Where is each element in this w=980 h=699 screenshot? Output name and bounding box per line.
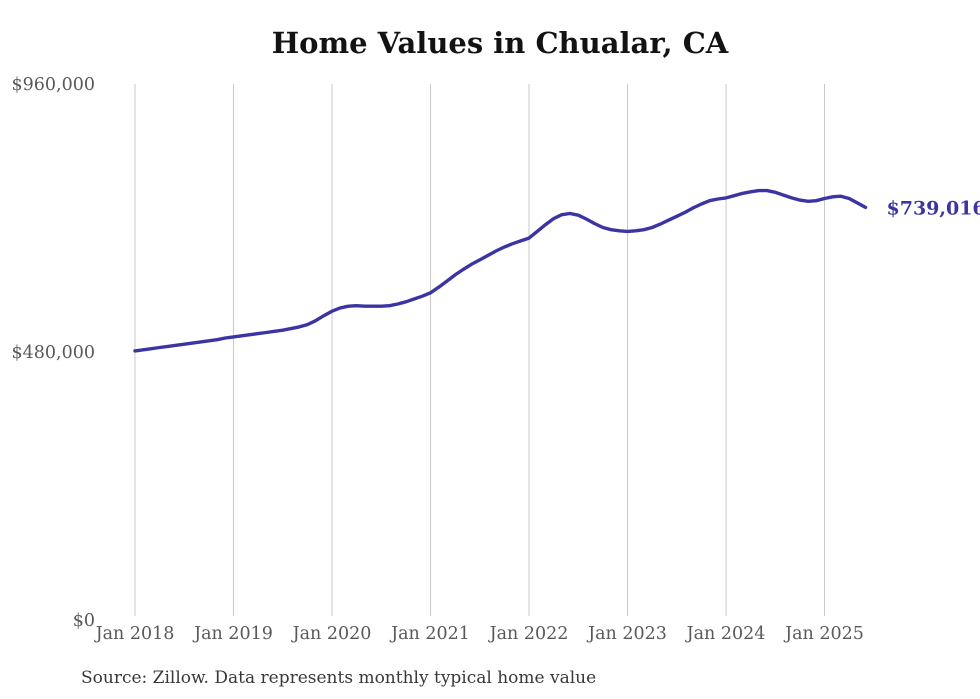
chart-title: Home Values in Chualar, CA (271, 26, 729, 60)
y-tick-label: $960,000 (11, 75, 95, 95)
y-tick-label: $480,000 (11, 343, 95, 363)
x-tick-label: Jan 2019 (192, 624, 273, 644)
x-tick-label: Jan 2021 (389, 624, 470, 644)
x-tick-label: Jan 2020 (291, 624, 372, 644)
home-value-series-line (133, 188, 868, 353)
x-tick-label: Jan 2025 (783, 624, 864, 644)
source-note: Source: Zillow. Data represents monthly … (81, 668, 597, 688)
x-tick-label: Jan 2018 (94, 624, 175, 644)
y-tick-label: $0 (73, 611, 95, 631)
x-tick-label: Jan 2022 (488, 624, 569, 644)
x-tick-label: Jan 2024 (685, 624, 766, 644)
latest-value-label: $739,016 (887, 197, 980, 219)
x-tick-label: Jan 2023 (586, 624, 667, 644)
